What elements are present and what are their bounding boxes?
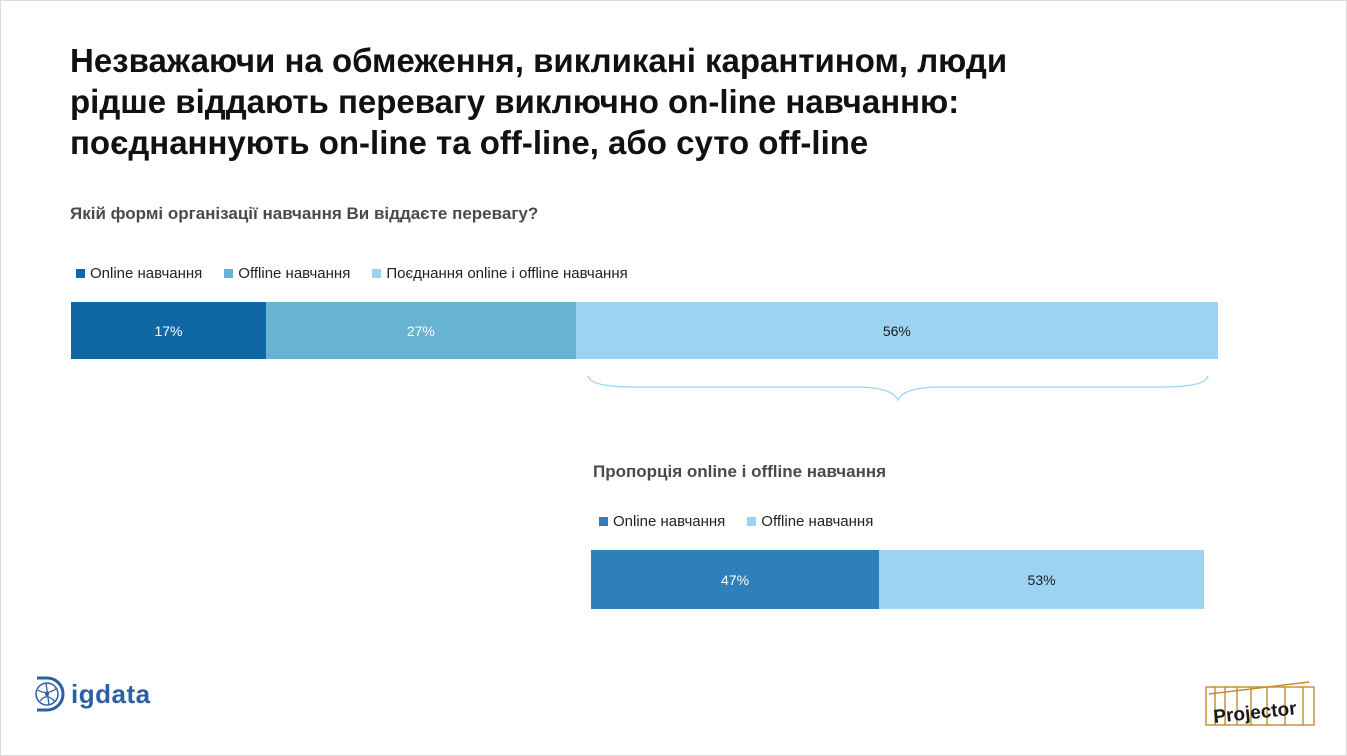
data-label: 53%	[1027, 571, 1056, 588]
legend-label: Offline навчання	[238, 265, 351, 282]
legend-item: Online навчання	[599, 513, 725, 530]
legend-item: Offline навчання	[224, 265, 350, 282]
legend-item: Offline навчання	[747, 513, 873, 530]
igdata-wordmark: igdata	[71, 678, 151, 709]
legend-swatch	[599, 517, 608, 526]
legend-swatch	[747, 517, 757, 526]
igdata-logo: igdata	[33, 674, 151, 714]
data-label: 27%	[406, 322, 435, 339]
chart1-legend: Online навчання Offline навчання Поєднання…	[76, 265, 650, 282]
title-line: рідше віддають перевагу виключно on-line…	[70, 83, 960, 120]
legend-label: Offline навчання	[761, 513, 874, 530]
legend-label: Поєднання online і offline навчання	[386, 265, 628, 282]
bar-segment: 53%	[879, 550, 1204, 609]
bar-segment: 17%	[71, 302, 266, 359]
projector-logo: Projector	[1205, 681, 1315, 728]
chart1-bar: 17% 27% 56%	[71, 302, 1218, 359]
legend-swatch	[76, 269, 85, 278]
data-label: 47%	[721, 571, 750, 588]
chart2-bar: 47% 53%	[591, 550, 1204, 609]
title-line: Незважаючи на обмеження, викликані каран…	[70, 42, 1008, 79]
bar-segment: 27%	[265, 302, 576, 359]
legend-swatch	[372, 269, 382, 278]
legend-label: Online навчання	[90, 265, 203, 282]
globe-icon	[35, 676, 65, 712]
data-label: 17%	[154, 322, 183, 339]
legend-swatch	[224, 269, 234, 278]
slide-title: Незважаючи на обмеження, викликані каран…	[70, 40, 1250, 163]
chart2-legend: Online навчання Offline навчання	[599, 513, 895, 530]
data-label: 56%	[882, 322, 911, 339]
legend-item: Online навчання	[76, 265, 202, 282]
bar-segment: 56%	[575, 302, 1218, 359]
title-line: поєднаннують on-line та off-line, або су…	[70, 124, 869, 161]
legend-label: Online навчання	[613, 513, 726, 530]
chart1-title: Якій формі організації навчання Ви відда…	[70, 204, 539, 223]
legend-item: Поєднання online і offline навчання	[372, 265, 628, 282]
chart2-title: Пропорція online і offline навчання	[593, 462, 887, 481]
bar-segment: 47%	[591, 550, 880, 609]
brace-connector	[587, 375, 1209, 402]
